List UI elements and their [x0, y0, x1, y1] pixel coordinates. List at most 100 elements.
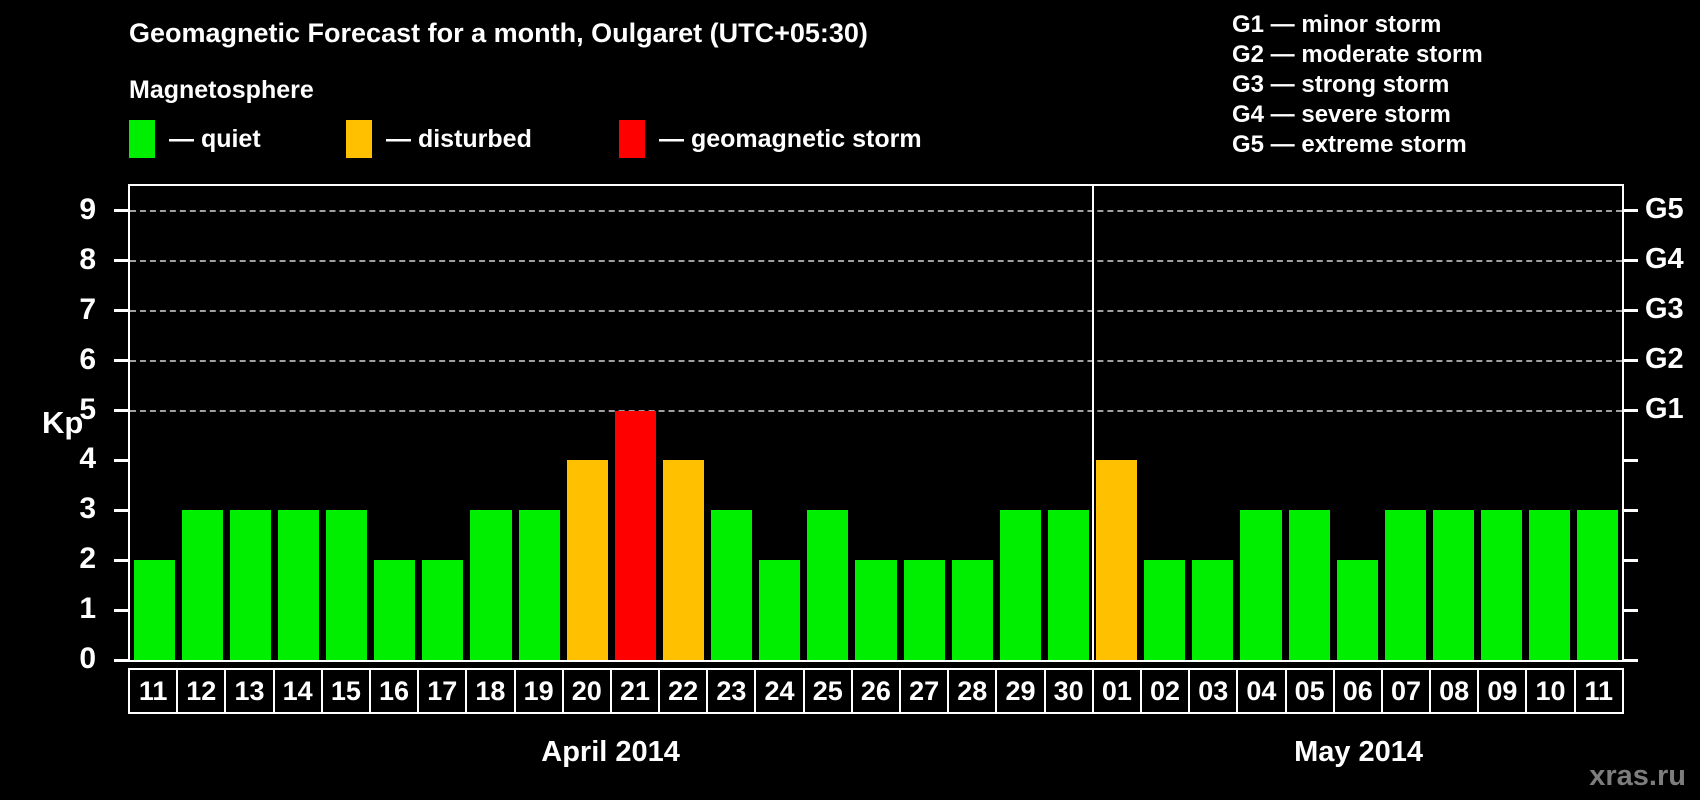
date-cell-05: 05 [1284, 668, 1335, 714]
storm-color-swatch [619, 120, 645, 158]
y-axis-title: Kp [42, 405, 84, 440]
bar-day-23 [711, 510, 753, 660]
bar-day-20 [566, 460, 608, 660]
y-tick-label-0: 0 [79, 642, 96, 675]
legend-item-quiet: — quiet [129, 120, 261, 158]
date-cell-08: 08 [1429, 668, 1480, 714]
y-tick-label-4: 4 [79, 442, 96, 476]
bar-day-26 [855, 560, 897, 660]
date-cell-06: 06 [1332, 668, 1383, 714]
bar-day-13 [229, 510, 271, 660]
bar-day-02 [1144, 560, 1186, 660]
g-label-g2: G2 [1645, 342, 1684, 375]
storm-scale-g2: G2 — moderate storm [1232, 41, 1483, 68]
bar-day-01 [1096, 460, 1138, 660]
storm-scale-legend: G1 — minor storm G2 — moderate storm G3 … [1232, 10, 1483, 160]
date-cell-16: 16 [368, 668, 420, 714]
quiet-color-swatch [129, 120, 155, 158]
y-tick-left-7 [114, 309, 128, 313]
storm-scale-g1: G1 — minor storm [1232, 11, 1442, 38]
legend-heading: Magnetosphere [129, 76, 314, 104]
date-cell-12: 12 [176, 668, 227, 714]
date-cell-04: 04 [1236, 668, 1287, 714]
y-tick-label-1: 1 [79, 592, 96, 626]
y-tick-label-9: 9 [79, 192, 96, 226]
y-tick-label-8: 8 [79, 242, 96, 276]
bar-day-07 [1384, 510, 1426, 660]
bar-day-08 [1432, 510, 1475, 660]
y-tick-right-7 [1624, 309, 1638, 313]
date-cell-28: 28 [947, 668, 998, 714]
g-label-g4: G4 [1645, 242, 1684, 275]
date-cell-22: 22 [658, 668, 709, 714]
date-cell-15: 15 [320, 668, 371, 714]
storm-scale-g5: G5 — extreme storm [1232, 131, 1467, 158]
bar-day-22 [662, 460, 705, 660]
bar-day-11 [133, 560, 175, 660]
y-tick-right-0 [1624, 658, 1638, 662]
bar-day-29 [999, 510, 1041, 660]
date-cell-17: 17 [417, 668, 468, 714]
bar-day-06 [1336, 560, 1378, 660]
y-tick-left-8 [114, 259, 128, 263]
y-tick-right-8 [1624, 259, 1638, 263]
bar-day-09 [1481, 510, 1523, 660]
y-tick-right-1 [1624, 608, 1638, 612]
date-cell-21: 21 [609, 668, 661, 714]
date-cell-23: 23 [706, 668, 757, 714]
month-label-1: May 2014 [1294, 736, 1424, 768]
legend-item-storm: — geomagnetic storm [619, 120, 922, 158]
storm-scale-g4: G4 — severe storm [1232, 101, 1451, 128]
date-cell-14: 14 [272, 668, 323, 714]
bar-day-18 [470, 510, 512, 660]
y-tick-right-2 [1624, 558, 1638, 562]
y-tick-label-6: 6 [79, 342, 96, 376]
date-cell-02: 02 [1139, 668, 1191, 714]
bar-day-11 [1577, 510, 1619, 660]
y-tick-left-9 [114, 209, 128, 213]
y-tick-right-6 [1624, 359, 1638, 363]
x-axis-date-row: 11 12 13 14 15 16 17 18 19 20 21 22 23 24 25 26 27 28 29 30… [128, 668, 1624, 714]
g-label-g1: G1 [1645, 392, 1684, 425]
date-cell-11: 11 [128, 668, 179, 714]
bar-day-27 [903, 560, 945, 660]
y-tick-right-3 [1624, 508, 1638, 512]
date-cell-19: 19 [513, 668, 564, 714]
bar-day-28 [951, 560, 993, 660]
y-tick-label-5: 5 [79, 392, 96, 426]
y-tick-label-3: 3 [79, 492, 96, 526]
g-label-g5: G5 [1645, 192, 1684, 225]
y-tick-left-1 [114, 608, 128, 612]
y-tick-label-7: 7 [79, 292, 96, 326]
gridline-kp-9 [130, 209, 1622, 212]
date-cell-25: 25 [802, 668, 853, 714]
plot-area [114, 184, 1638, 662]
date-cell-30: 30 [1043, 668, 1094, 714]
date-cell-26: 26 [850, 668, 901, 714]
date-cell-24: 24 [754, 668, 805, 714]
bar-day-10 [1529, 510, 1571, 660]
bar-day-03 [1192, 560, 1234, 660]
page-title: Geomagnetic Forecast for a month, Oulgar… [129, 18, 868, 48]
bar-day-04 [1240, 510, 1282, 660]
bar-day-15 [326, 510, 368, 660]
gridline-kp-5 [130, 409, 1622, 412]
legend-item-disturbed-label: — disturbed [386, 124, 532, 153]
y-tick-left-6 [114, 359, 128, 363]
bar-day-30 [1047, 510, 1090, 660]
y-tick-right-5 [1624, 409, 1638, 413]
bar-day-25 [807, 510, 849, 660]
bar-day-16 [374, 560, 416, 660]
gridline-kp-8 [130, 259, 1622, 262]
month-label-0: April 2014 [541, 736, 680, 768]
date-cell-07: 07 [1380, 668, 1432, 714]
bar-day-21 [614, 410, 656, 660]
legend-item-storm-label: — geomagnetic storm [659, 124, 922, 153]
date-cell-29: 29 [995, 668, 1046, 714]
y-tick-label-2: 2 [79, 542, 96, 576]
y-tick-left-3 [114, 508, 128, 512]
y-tick-left-2 [114, 558, 128, 562]
y-tick-left-0 [114, 658, 128, 662]
legend-item-disturbed: — disturbed [346, 120, 532, 158]
bar-day-12 [181, 510, 223, 660]
